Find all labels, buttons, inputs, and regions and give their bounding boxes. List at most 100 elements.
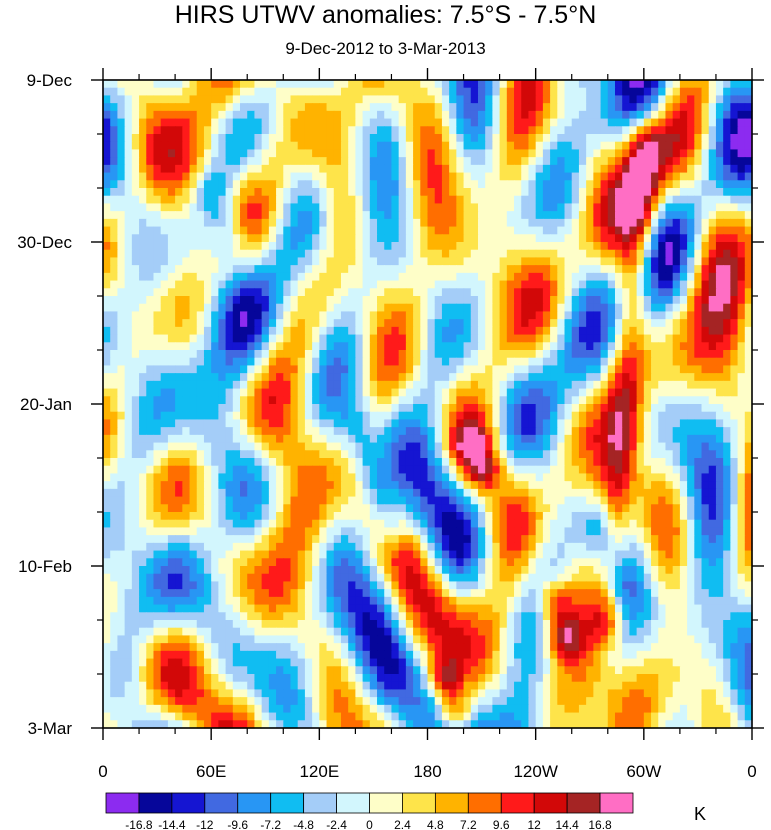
heatmap-cell [477, 334, 486, 343]
heatmap-cell [182, 280, 191, 289]
heatmap-cell [290, 350, 299, 359]
heatmap-cell [189, 458, 198, 467]
heatmap-cell [405, 334, 414, 343]
heatmap-cell [110, 218, 119, 228]
heatmap-cell [189, 434, 198, 444]
heatmap-cell [377, 404, 385, 413]
heatmap-cell [319, 280, 328, 289]
heatmap-cell [240, 380, 248, 390]
heatmap-cell [218, 288, 227, 297]
heatmap-cell [427, 411, 436, 421]
heatmap-cell [550, 134, 558, 143]
heatmap-cell [514, 249, 522, 259]
heatmap-cell [398, 141, 407, 151]
heatmap-cell [564, 388, 573, 397]
heatmap-cell [413, 481, 421, 490]
heatmap-cell [477, 296, 486, 305]
heatmap-cell [391, 126, 400, 135]
heatmap-cell [413, 272, 421, 282]
heatmap-cell [449, 373, 457, 382]
heatmap-cell [131, 288, 140, 297]
heatmap-cell [232, 157, 241, 166]
heatmap-cell [124, 218, 133, 228]
heatmap-cell [369, 442, 378, 451]
heatmap-cell [427, 473, 436, 482]
heatmap-cell [658, 280, 667, 289]
heatmap-cell [658, 118, 667, 127]
heatmap-cell [319, 249, 328, 259]
heatmap-cell [167, 103, 176, 112]
heatmap-cell [369, 172, 378, 181]
heatmap-cell [247, 172, 256, 181]
heatmap-cell [283, 103, 292, 112]
heatmap-cell [319, 504, 328, 513]
heatmap-cell [420, 434, 429, 444]
heatmap-cell [377, 195, 385, 205]
heatmap-cell [672, 126, 681, 135]
heatmap-cell [405, 118, 414, 127]
heatmap-cell [297, 218, 306, 228]
heatmap-cell [362, 442, 371, 451]
heatmap-cell [571, 80, 580, 89]
heatmap-cell [441, 95, 450, 104]
heatmap-cell [232, 350, 241, 359]
heatmap-cell [355, 272, 364, 282]
heatmap-cell [254, 388, 263, 397]
heatmap-cell [124, 488, 133, 498]
heatmap-cell [139, 265, 147, 274]
heatmap-cell [528, 257, 537, 266]
heatmap-cell [694, 149, 703, 158]
heatmap-cell [355, 488, 364, 498]
heatmap-cell [665, 80, 674, 89]
heatmap-cell [521, 126, 530, 135]
heatmap-cell [369, 218, 378, 228]
heatmap-cell [521, 157, 530, 166]
heatmap-cell [211, 334, 219, 343]
heatmap-cell [225, 365, 234, 374]
heatmap-cell [528, 95, 537, 104]
heatmap-cell [297, 334, 306, 343]
heatmap-cell [499, 95, 508, 104]
heatmap-cell [636, 419, 645, 428]
heatmap-cell [744, 288, 753, 297]
heatmap-cell [211, 365, 219, 374]
heatmap-cell [283, 126, 292, 135]
heatmap-cell [297, 458, 306, 467]
heatmap-cell [268, 342, 277, 351]
heatmap-cell [456, 450, 465, 459]
heatmap-cell [492, 357, 501, 367]
heatmap-cell [333, 195, 342, 205]
heatmap-cell [110, 326, 119, 336]
heatmap-cell [290, 396, 299, 405]
heatmap-cell [117, 481, 126, 490]
heatmap-cell [629, 481, 638, 490]
heatmap-cell [254, 427, 263, 436]
heatmap-cell [297, 172, 306, 181]
heatmap-cell [362, 164, 371, 174]
heatmap-cell [103, 280, 111, 289]
heatmap-cell [614, 465, 623, 475]
heatmap-cell [651, 157, 659, 166]
heatmap-cell [687, 303, 695, 313]
heatmap-cell [636, 380, 645, 390]
heatmap-cell [441, 465, 450, 475]
heatmap-cell [744, 180, 753, 189]
heatmap-cell [665, 496, 674, 505]
heatmap-cell [557, 80, 566, 89]
heatmap-cell [312, 373, 320, 382]
heatmap-cell [636, 473, 645, 482]
heatmap-cell [665, 95, 674, 104]
heatmap-cell [326, 411, 335, 421]
heatmap-cell [240, 388, 248, 397]
heatmap-cell [456, 296, 465, 305]
heatmap-cell [369, 265, 378, 274]
heatmap-cell [665, 141, 674, 151]
heatmap-cell [167, 141, 176, 151]
heatmap-cell [629, 164, 638, 174]
heatmap-cell [290, 110, 299, 120]
heatmap-cell [276, 195, 284, 205]
heatmap-cell [564, 280, 573, 289]
heatmap-cell [196, 481, 205, 490]
heatmap-cell [701, 249, 710, 259]
heatmap-cell [261, 180, 270, 189]
